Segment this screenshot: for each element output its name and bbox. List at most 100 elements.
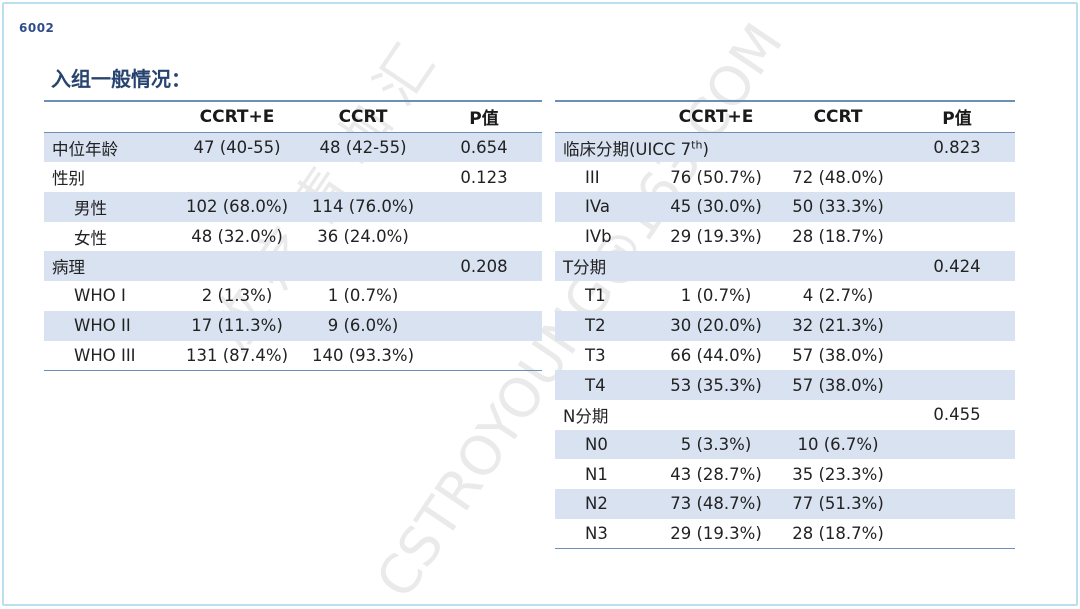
cell-ccrt-e: 45 (30.0%) [655, 192, 777, 222]
slide-title: 入组一般情况： [51, 67, 191, 91]
cell-ccrt-e: 102 (68.0%) [174, 192, 300, 222]
cell-ccrt: 72 (48.0%) [792, 167, 884, 187]
row-label: N2 [555, 488, 655, 519]
table-row: 病理 0.208 [44, 251, 542, 282]
cell-ccrt-e [174, 162, 300, 192]
table-row: N1 43 (28.7%) 35 (23.3%) [555, 459, 1015, 489]
cell-p-value [426, 310, 542, 341]
header-blank [44, 101, 174, 132]
table-row: WHO I 2 (1.3%) 1 (0.7%) [44, 281, 542, 311]
cell-ccrt-e: 5 (3.3%) [655, 429, 777, 460]
cell-p-value [899, 281, 1015, 311]
cell-ccrt [300, 251, 426, 282]
table-body: 临床分期(UICC 7th) 0.823 III 76 (50.7%) 72 (48.0… [555, 132, 1015, 549]
header-p-value: P值 [469, 109, 499, 130]
cell-p-value [899, 488, 1015, 519]
cell-ccrt-e [174, 251, 300, 282]
row-label: III [585, 167, 600, 187]
cell-ccrt-e: 29 (19.3%) [670, 523, 762, 543]
baseline-table-right: CCRT+E CCRT P值 临床分期(UICC 7th) 0.823 III 76 … [555, 100, 1015, 549]
table-row: III 76 (50.7%) 72 (48.0%) [555, 162, 1015, 192]
row-label: WHO I [74, 286, 126, 306]
cell-p-value [899, 162, 1015, 192]
row-label: WHO III [74, 345, 136, 365]
cell-p-value [899, 370, 1015, 400]
header-ccrt: CCRT [813, 106, 863, 127]
cell-ccrt-e: 29 (19.3%) [670, 227, 762, 247]
header-blank [555, 101, 655, 132]
cell-ccrt: 35 (23.3%) [792, 464, 884, 484]
cell-ccrt: 57 (38.0%) [792, 345, 884, 365]
cell-p-value [426, 192, 542, 222]
cell-p-value [426, 341, 542, 371]
cell-ccrt: 9 (6.0%) [300, 310, 426, 341]
cell-ccrt: 32 (21.3%) [777, 310, 899, 341]
cell-ccrt: 50 (33.3%) [777, 192, 899, 222]
cell-ccrt-e: 1 (0.7%) [680, 286, 752, 306]
row-label: 临床分期(UICC 7th) [555, 132, 709, 163]
cell-p-value: 0.424 [899, 251, 1015, 282]
table-header-row: CCRT+E CCRT P值 [44, 101, 542, 132]
row-label: T4 [555, 370, 655, 400]
row-label: N3 [585, 523, 608, 543]
table-row: T3 66 (44.0%) 57 (38.0%) [555, 341, 1015, 371]
cell-ccrt [300, 162, 426, 192]
cell-p-value [426, 281, 542, 311]
row-label: N0 [555, 429, 655, 460]
table-row: WHO II 17 (11.3%) 9 (6.0%) [44, 310, 542, 341]
cell-ccrt: 28 (18.7%) [792, 227, 884, 247]
row-label: 中位年龄 [44, 132, 174, 163]
row-label: 女性 [74, 228, 107, 248]
header-ccrt-e: CCRT+E [678, 106, 754, 127]
cell-ccrt-e: 47 (40-55) [174, 132, 300, 163]
cell-p-value: 0.654 [426, 132, 542, 163]
row-label: N分期 [563, 406, 609, 426]
row-label: IVb [585, 227, 612, 247]
table-row: T分期 0.424 [555, 251, 1015, 282]
table-row: 中位年龄 47 (40-55) 48 (42-55) 0.654 [44, 132, 542, 163]
cell-ccrt: 1 (0.7%) [327, 286, 399, 306]
cell-p-value [426, 222, 542, 252]
cell-p-value [899, 222, 1015, 252]
cell-ccrt-e [655, 132, 777, 163]
cell-ccrt: 77 (51.3%) [777, 488, 899, 519]
cell-ccrt: 28 (18.7%) [792, 523, 884, 543]
table-body: 中位年龄 47 (40-55) 48 (42-55) 0.654 性别 0.123 男性 10… [44, 132, 542, 371]
cell-ccrt [777, 132, 899, 163]
row-label: N1 [585, 464, 608, 484]
cell-p-value [899, 519, 1015, 549]
cell-ccrt: 48 (42-55) [300, 132, 426, 163]
table-row: T2 30 (20.0%) 32 (21.3%) [555, 310, 1015, 341]
row-label: 性别 [52, 169, 85, 189]
row-label: 男性 [44, 192, 174, 222]
cell-ccrt [777, 251, 899, 282]
header-ccrt: CCRT [338, 106, 388, 127]
cell-ccrt: 10 (6.7%) [777, 429, 899, 460]
row-label: WHO II [44, 310, 174, 341]
table-row: T1 1 (0.7%) 4 (2.7%) [555, 281, 1015, 311]
baseline-table-left: CCRT+E CCRT P值 中位年龄 47 (40-55) 48 (42-55) 0… [44, 100, 542, 371]
row-label: T2 [555, 310, 655, 341]
table-row: 性别 0.123 [44, 162, 542, 192]
cell-ccrt: 4 (2.7%) [802, 286, 874, 306]
table-row: N分期 0.455 [555, 400, 1015, 430]
table-row: N3 29 (19.3%) 28 (18.7%) [555, 519, 1015, 549]
slide-id: 6002 [19, 21, 55, 35]
cell-ccrt-e: 43 (28.7%) [670, 464, 762, 484]
table-row: N0 5 (3.3%) 10 (6.7%) [555, 429, 1015, 460]
cell-ccrt [777, 400, 899, 430]
header-ccrt-e: CCRT+E [199, 106, 275, 127]
cell-p-value [899, 192, 1015, 222]
cell-p-value [899, 310, 1015, 341]
cell-p-value [899, 459, 1015, 489]
cell-p-value [899, 429, 1015, 460]
row-label: T1 [585, 286, 606, 306]
cell-p-value: 0.123 [460, 167, 508, 187]
table-row: 临床分期(UICC 7th) 0.823 [555, 132, 1015, 163]
table-row: WHO III 131 (87.4%) 140 (93.3%) [44, 341, 542, 371]
cell-ccrt-e: 66 (44.0%) [670, 345, 762, 365]
cell-ccrt-e: 17 (11.3%) [174, 310, 300, 341]
cell-ccrt-e: 131 (87.4%) [185, 345, 289, 365]
table-row: 女性 48 (32.0%) 36 (24.0%) [44, 222, 542, 252]
